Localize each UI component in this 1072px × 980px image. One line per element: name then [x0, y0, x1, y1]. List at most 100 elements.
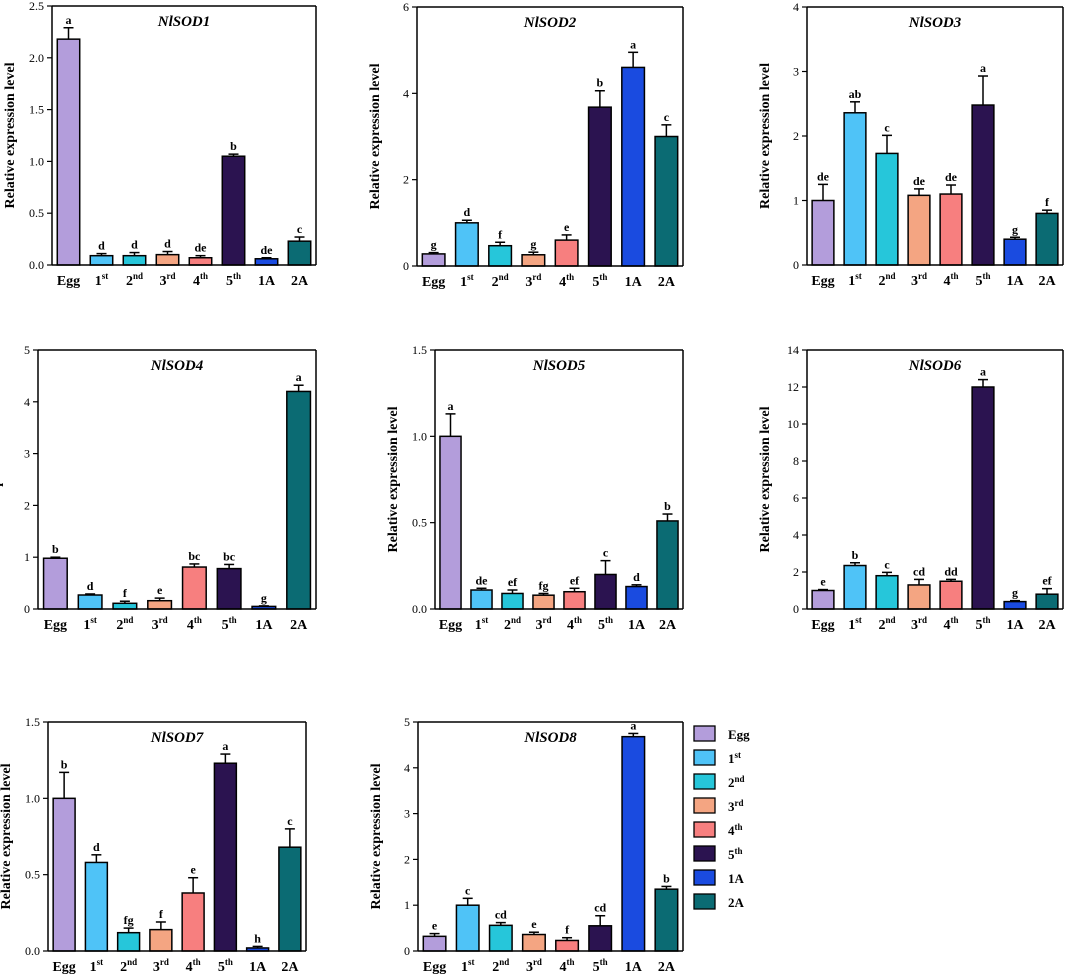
- category-label: Egg: [57, 274, 80, 289]
- bar-nlsod1-egg: [56, 38, 81, 266]
- category-label-base: 4: [186, 960, 193, 975]
- category-label: 2A: [290, 618, 308, 633]
- significance-label: c: [664, 110, 670, 124]
- legend-label: 1st: [728, 750, 741, 766]
- legend-item-2nd: 2nd: [693, 773, 745, 790]
- category-label-superscript: nd: [885, 615, 895, 625]
- category-label-base: 5: [598, 618, 605, 633]
- panel-title: NlSOD1: [157, 14, 211, 30]
- y-tick-label: 1: [404, 898, 410, 912]
- category-label-base: 1: [95, 274, 102, 289]
- y-tick-label: 5: [24, 343, 30, 357]
- category-label: 2nd: [878, 615, 895, 633]
- bar-nlsod6-1st: [843, 564, 867, 610]
- significance-label: c: [297, 222, 303, 236]
- category-label: 1st: [90, 957, 104, 975]
- category-label: Egg: [811, 274, 834, 289]
- y-axis-title: Relative expression level: [0, 406, 4, 552]
- bar-nlsod3-3rd: [907, 194, 931, 266]
- bar-nlsod4-2nd: [112, 602, 138, 610]
- significance-label: d: [98, 239, 105, 253]
- category-label: 1A: [625, 960, 643, 975]
- category-label-base: 1A: [249, 960, 267, 975]
- y-tick-label: 1.0: [29, 154, 44, 168]
- significance-label: g: [530, 237, 536, 251]
- category-label: 5th: [598, 615, 613, 633]
- category-label: 3rd: [911, 271, 927, 289]
- category-label-base: 1A: [255, 618, 273, 633]
- significance-label: a: [630, 718, 636, 732]
- category-label-base: 1A: [1006, 274, 1024, 289]
- y-tick-label: 0: [24, 602, 30, 616]
- category-label-base: 3: [153, 960, 160, 975]
- category-label: 2A: [281, 960, 299, 975]
- legend-label: 2A: [728, 895, 745, 910]
- bar-nlsod2-egg: [421, 253, 446, 267]
- bar-nlsod6-2a: [1035, 593, 1059, 610]
- significance-label: e: [820, 575, 826, 589]
- bar-nlsod7-4th: [181, 892, 205, 952]
- significance-label: e: [190, 863, 196, 877]
- significance-label: g: [1012, 586, 1018, 600]
- bar-nlsod5-egg: [439, 435, 462, 610]
- y-tick-label: 4: [793, 0, 799, 14]
- legend-label-base: Egg: [728, 727, 750, 742]
- bar-nlsod4-egg: [42, 557, 68, 610]
- category-label: 2A: [1038, 618, 1056, 633]
- significance-label: a: [630, 37, 636, 51]
- significance-label: f: [123, 586, 128, 600]
- significance-label: de: [195, 241, 208, 255]
- legend-label-superscript: rd: [735, 798, 744, 808]
- bar-nlsod8-2nd: [488, 924, 513, 952]
- category-label: 1st: [83, 615, 97, 633]
- y-tick-label: 4: [24, 395, 30, 409]
- category-label: 5th: [975, 271, 990, 289]
- bar-nlsod7-3rd: [149, 928, 173, 952]
- significance-label: b: [663, 871, 670, 885]
- category-label-base: 2A: [290, 618, 308, 633]
- legend-label-base: 1A: [728, 871, 745, 886]
- category-label: 3rd: [152, 615, 168, 633]
- bar-nlsod8-1a: [621, 735, 646, 952]
- bar-nlsod2-1st: [454, 222, 479, 267]
- legend-label: Egg: [728, 727, 750, 742]
- significance-label: de: [476, 573, 489, 587]
- y-axis-title: Relative expression level: [368, 63, 383, 209]
- legend-label-base: 2A: [728, 895, 745, 910]
- legend-swatch: [693, 797, 716, 814]
- legend-swatch: [693, 773, 716, 790]
- category-label: 5th: [218, 957, 233, 975]
- category-label-base: 1: [83, 618, 90, 633]
- bar-nlsod2-2nd: [488, 244, 513, 267]
- significance-label: g: [261, 591, 267, 605]
- bar-nlsod1-2nd: [122, 254, 147, 266]
- category-label-base: 2A: [658, 275, 676, 290]
- legend-swatch: [693, 869, 716, 886]
- y-tick-label: 2: [403, 173, 409, 187]
- y-axis-title: Relative expression level: [0, 763, 14, 909]
- category-label-base: 2: [492, 275, 499, 290]
- category-label-superscript: th: [599, 272, 607, 282]
- category-label-base: 2: [878, 618, 885, 633]
- bar-nlsod8-3rd: [521, 933, 546, 952]
- significance-label: a: [980, 61, 986, 75]
- bar-nlsod4-3rd: [147, 599, 173, 610]
- y-tick-label: 1: [793, 194, 799, 208]
- category-label: 5th: [222, 615, 237, 633]
- bar-nlsod3-2a: [1035, 212, 1059, 266]
- category-label: 1A: [249, 960, 267, 975]
- bar-nlsod3-1a: [1003, 238, 1027, 266]
- category-label: 4th: [567, 615, 582, 633]
- category-label-superscript: rd: [533, 957, 542, 967]
- category-label: 4th: [559, 272, 574, 290]
- significance-label: c: [287, 814, 293, 828]
- bar-nlsod1-1a: [254, 258, 279, 266]
- y-tick-label: 3: [24, 447, 30, 461]
- category-label: 1A: [628, 618, 646, 633]
- category-label: 1A: [255, 618, 273, 633]
- bar-nlsod7-2a: [278, 846, 302, 952]
- y-axis-title: Relative expression level: [386, 406, 401, 552]
- y-tick-label: 3: [793, 65, 799, 79]
- bar-nlsod1-2a: [287, 240, 312, 266]
- category-label: 3rd: [153, 957, 169, 975]
